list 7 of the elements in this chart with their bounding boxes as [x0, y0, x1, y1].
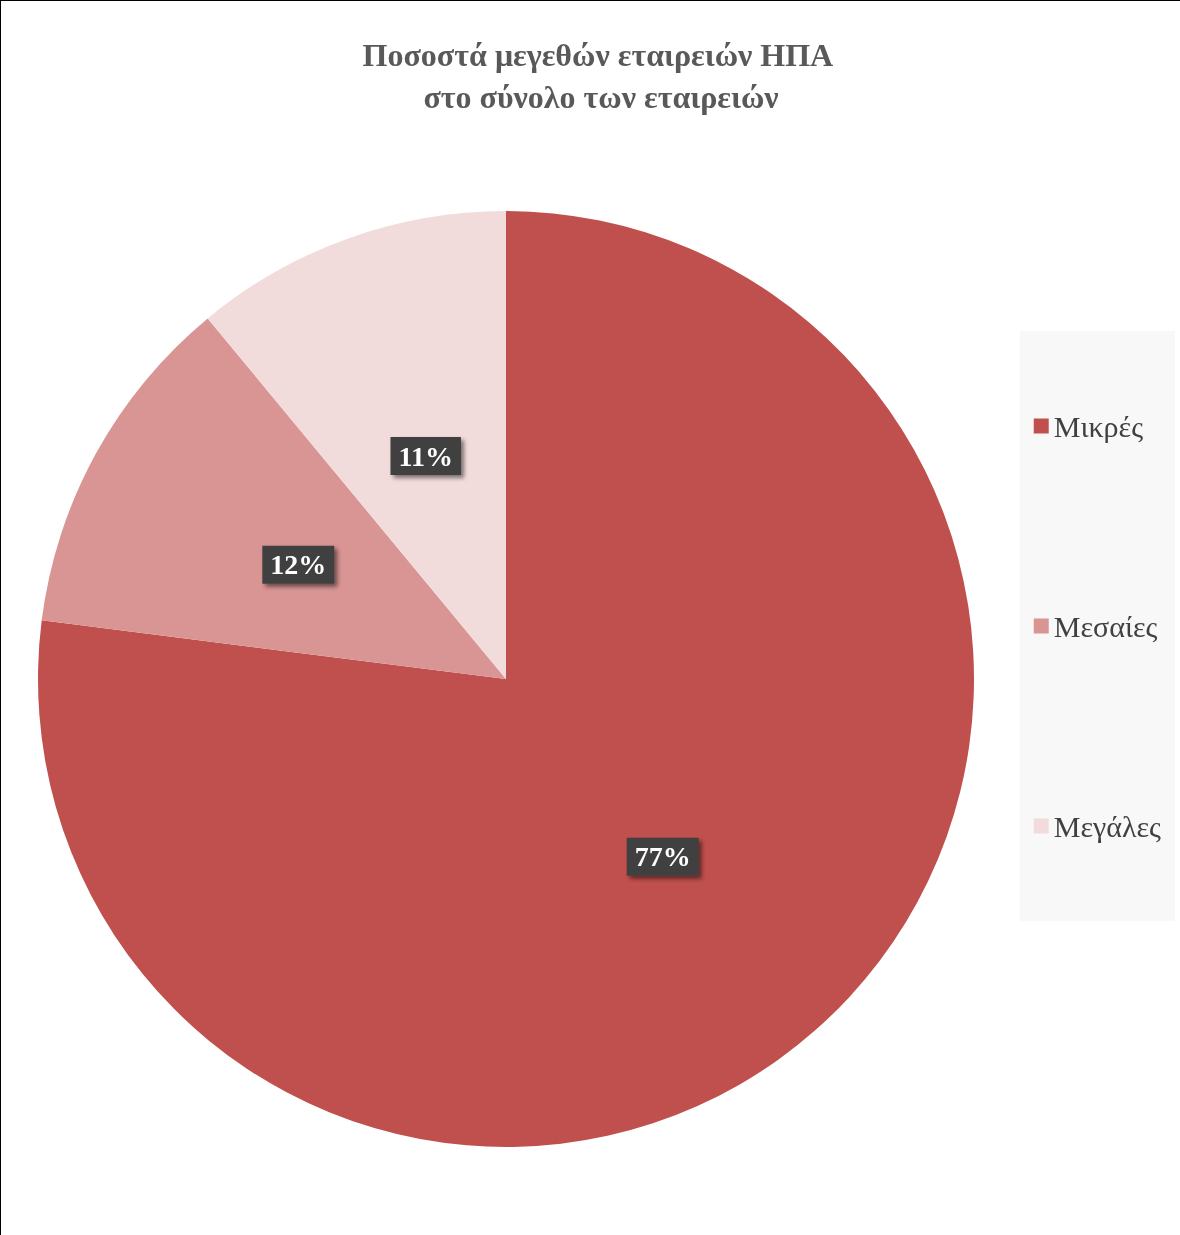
data-label: 77% [634, 841, 691, 873]
legend-label: Μεγάλες [1053, 809, 1162, 843]
data-label: 11% [398, 440, 453, 472]
legend-label: Μικρές [1053, 409, 1144, 443]
chart-title: Ποσοστά μεγεθών εταιρειών ΗΠΑ στο σύνολο των εταιρειών [362, 37, 840, 115]
legend-label: Μεσαίες [1053, 609, 1158, 643]
data-label: 12% [270, 549, 327, 581]
